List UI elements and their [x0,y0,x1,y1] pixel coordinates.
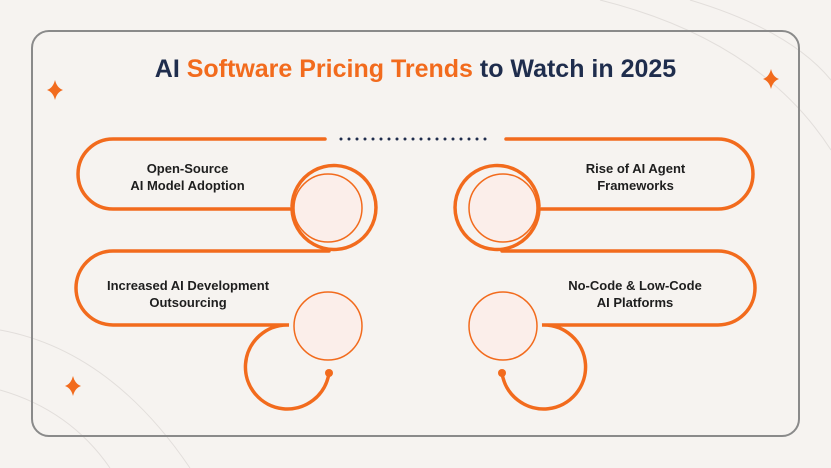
trend-label-1: Open-Source AI Model Adoption [100,160,275,194]
trend-label-2-line2: Frameworks [597,178,674,193]
trend-label-4: No-Code & Low-Code AI Platforms [545,277,725,311]
trend-label-4-line1: No-Code & Low-Code [568,278,702,293]
title-part-1: AI [154,55,187,83]
trend-circle-2 [468,173,538,243]
connector-top-left [76,137,378,252]
title-part-2: to Watch in 2025 [472,55,677,83]
page-title: AI Software Pricing Trends to Watch in 2… [0,55,831,84]
trend-label-1-line2: AI Model Adoption [130,178,245,193]
trend-label-2-line1: Rise of AI Agent [585,161,686,176]
trend-label-4-line2: AI Platforms [596,295,674,310]
trend-label-3-line2: Outsourcing [149,295,227,310]
end-dot-right [498,369,506,377]
connector-top-right [453,137,755,252]
content-frame [31,30,800,437]
title-accent: Software Pricing Trends [186,55,473,83]
trend-circle-3 [293,291,363,361]
sparkle-icon-left [47,80,63,100]
connector-bottom-left [74,249,331,411]
sparkle-icon-bottom [65,376,81,396]
trend-label-3-line1: Increased AI Development [106,278,270,293]
connector-bottom-right [500,249,757,411]
trend-label-2: Rise of AI Agent Frameworks [548,160,723,194]
trend-label-3: Increased AI Development Outsourcing [88,277,288,311]
end-dot-left [325,369,333,377]
sparkle-icon-right [763,69,779,89]
trend-circle-1 [293,173,363,243]
trend-circle-4 [468,291,538,361]
trend-label-1-line1: Open-Source [146,161,229,176]
